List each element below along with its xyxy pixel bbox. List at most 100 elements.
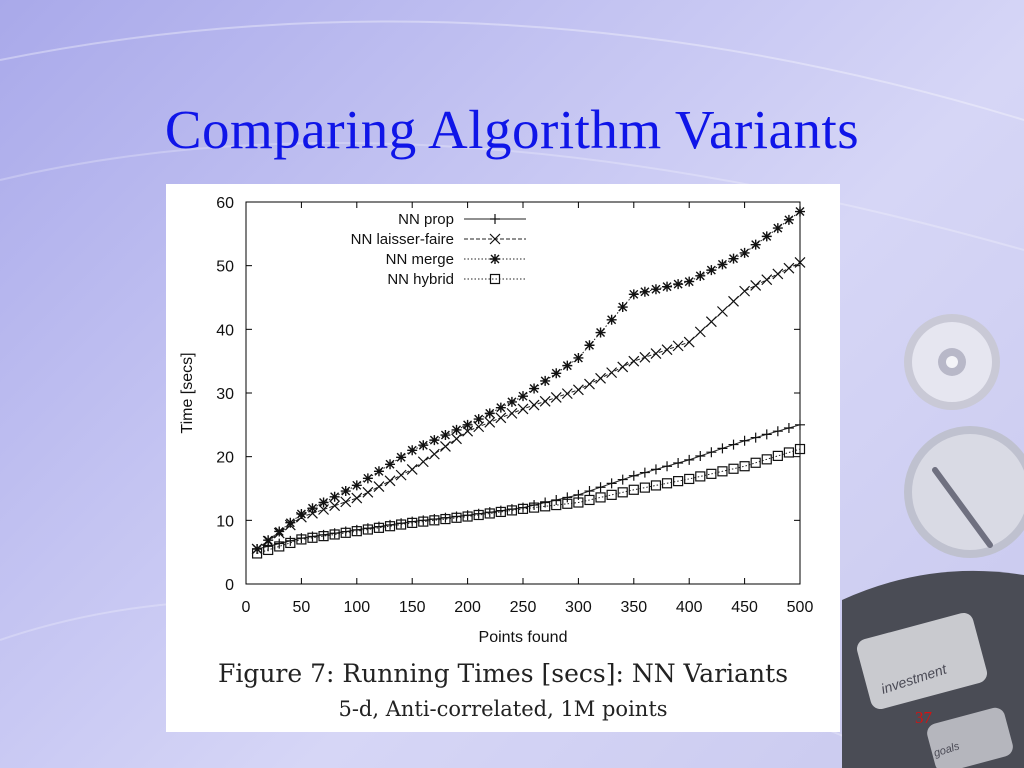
data-point — [362, 486, 374, 498]
data-point — [506, 407, 518, 419]
x-tick-label: 500 — [787, 599, 814, 616]
data-point — [550, 392, 562, 403]
data-point — [274, 526, 285, 537]
y-tick-label: 50 — [216, 259, 234, 276]
data-point — [750, 457, 761, 468]
data-point — [451, 512, 462, 523]
data-point — [650, 284, 661, 295]
data-point — [329, 491, 340, 502]
data-point — [595, 492, 606, 503]
data-point — [484, 508, 495, 519]
data-point — [606, 314, 617, 325]
x-tick-label: 150 — [399, 599, 426, 616]
data-point — [572, 384, 584, 396]
data-point — [695, 471, 706, 482]
data-point — [529, 500, 540, 511]
legend-label: NN laisser-faire — [351, 231, 454, 248]
data-point — [795, 206, 805, 217]
data-point — [584, 486, 595, 497]
data-point — [761, 274, 773, 286]
data-point — [739, 285, 751, 297]
data-point — [795, 419, 805, 430]
data-point — [429, 515, 440, 526]
data-point — [362, 473, 373, 484]
data-point — [373, 481, 385, 493]
data-point — [606, 478, 617, 489]
y-tick-label: 60 — [216, 195, 234, 212]
disc-icon — [904, 314, 1000, 410]
legend-marker — [489, 273, 501, 285]
data-point — [407, 445, 418, 456]
data-point — [639, 286, 650, 297]
data-point — [296, 508, 307, 519]
data-point — [595, 482, 606, 493]
data-point — [340, 496, 352, 508]
line-chart: 0 50 100 150 200 250 300 350 400 450 500 0 10 20 30 40 5… — [179, 195, 814, 646]
data-point — [417, 456, 429, 468]
pen-globe-icon — [904, 426, 1024, 558]
data-point — [285, 517, 296, 528]
data-point — [540, 375, 551, 386]
data-point — [473, 414, 484, 425]
data-point — [639, 467, 650, 478]
data-point — [672, 340, 684, 352]
data-point — [617, 302, 628, 313]
data-point — [628, 355, 640, 367]
data-point — [717, 466, 728, 477]
data-point — [518, 391, 528, 402]
data-point — [495, 402, 506, 413]
data-point — [783, 447, 795, 458]
figure-panel: 0 50 100 150 200 250 300 350 400 450 500 0 10 20 30 40 5… — [166, 184, 840, 732]
data-point — [661, 478, 673, 489]
data-point — [428, 448, 440, 460]
data-point — [739, 247, 750, 258]
data-point — [307, 507, 318, 519]
data-point — [639, 482, 650, 493]
data-point — [739, 435, 750, 446]
data-point — [418, 516, 429, 527]
data-point — [562, 360, 573, 371]
data-point — [705, 316, 717, 328]
data-point — [528, 502, 540, 513]
data-point — [783, 262, 795, 274]
data-point — [506, 396, 517, 407]
data-point — [418, 440, 429, 451]
data-point — [650, 480, 662, 491]
slide-number: 37 — [915, 708, 932, 727]
data-point — [617, 361, 629, 373]
data-point — [473, 509, 484, 521]
data-point — [373, 522, 385, 533]
data-point — [373, 466, 384, 477]
data-point — [662, 461, 673, 472]
data-point — [407, 517, 418, 528]
data-point — [340, 527, 351, 538]
data-point — [761, 454, 772, 465]
data-point — [329, 529, 340, 540]
data-point — [396, 452, 407, 463]
data-point — [307, 532, 318, 543]
data-point — [517, 503, 529, 514]
data-point — [484, 416, 496, 428]
data-point — [794, 443, 806, 455]
data-point — [274, 538, 285, 549]
data-point — [584, 340, 595, 351]
data-point — [529, 383, 540, 394]
data-point — [540, 497, 551, 508]
data-point — [717, 306, 728, 317]
keyboard-image: investment goals — [842, 570, 1024, 768]
series-line — [256, 211, 801, 550]
data-point — [783, 214, 794, 225]
data-point — [384, 475, 396, 487]
data-point — [451, 424, 462, 435]
data-point — [296, 534, 307, 545]
figure-caption: Figure 7: Running Times [secs]: NN Varia… — [217, 659, 789, 688]
data-point — [717, 259, 728, 270]
data-point — [462, 511, 473, 522]
legend-marker — [490, 214, 500, 224]
data-point — [440, 441, 451, 452]
data-point — [695, 270, 706, 281]
data-point — [639, 351, 651, 363]
data-point — [750, 279, 762, 291]
data-point — [750, 239, 761, 250]
data-point — [794, 257, 806, 268]
